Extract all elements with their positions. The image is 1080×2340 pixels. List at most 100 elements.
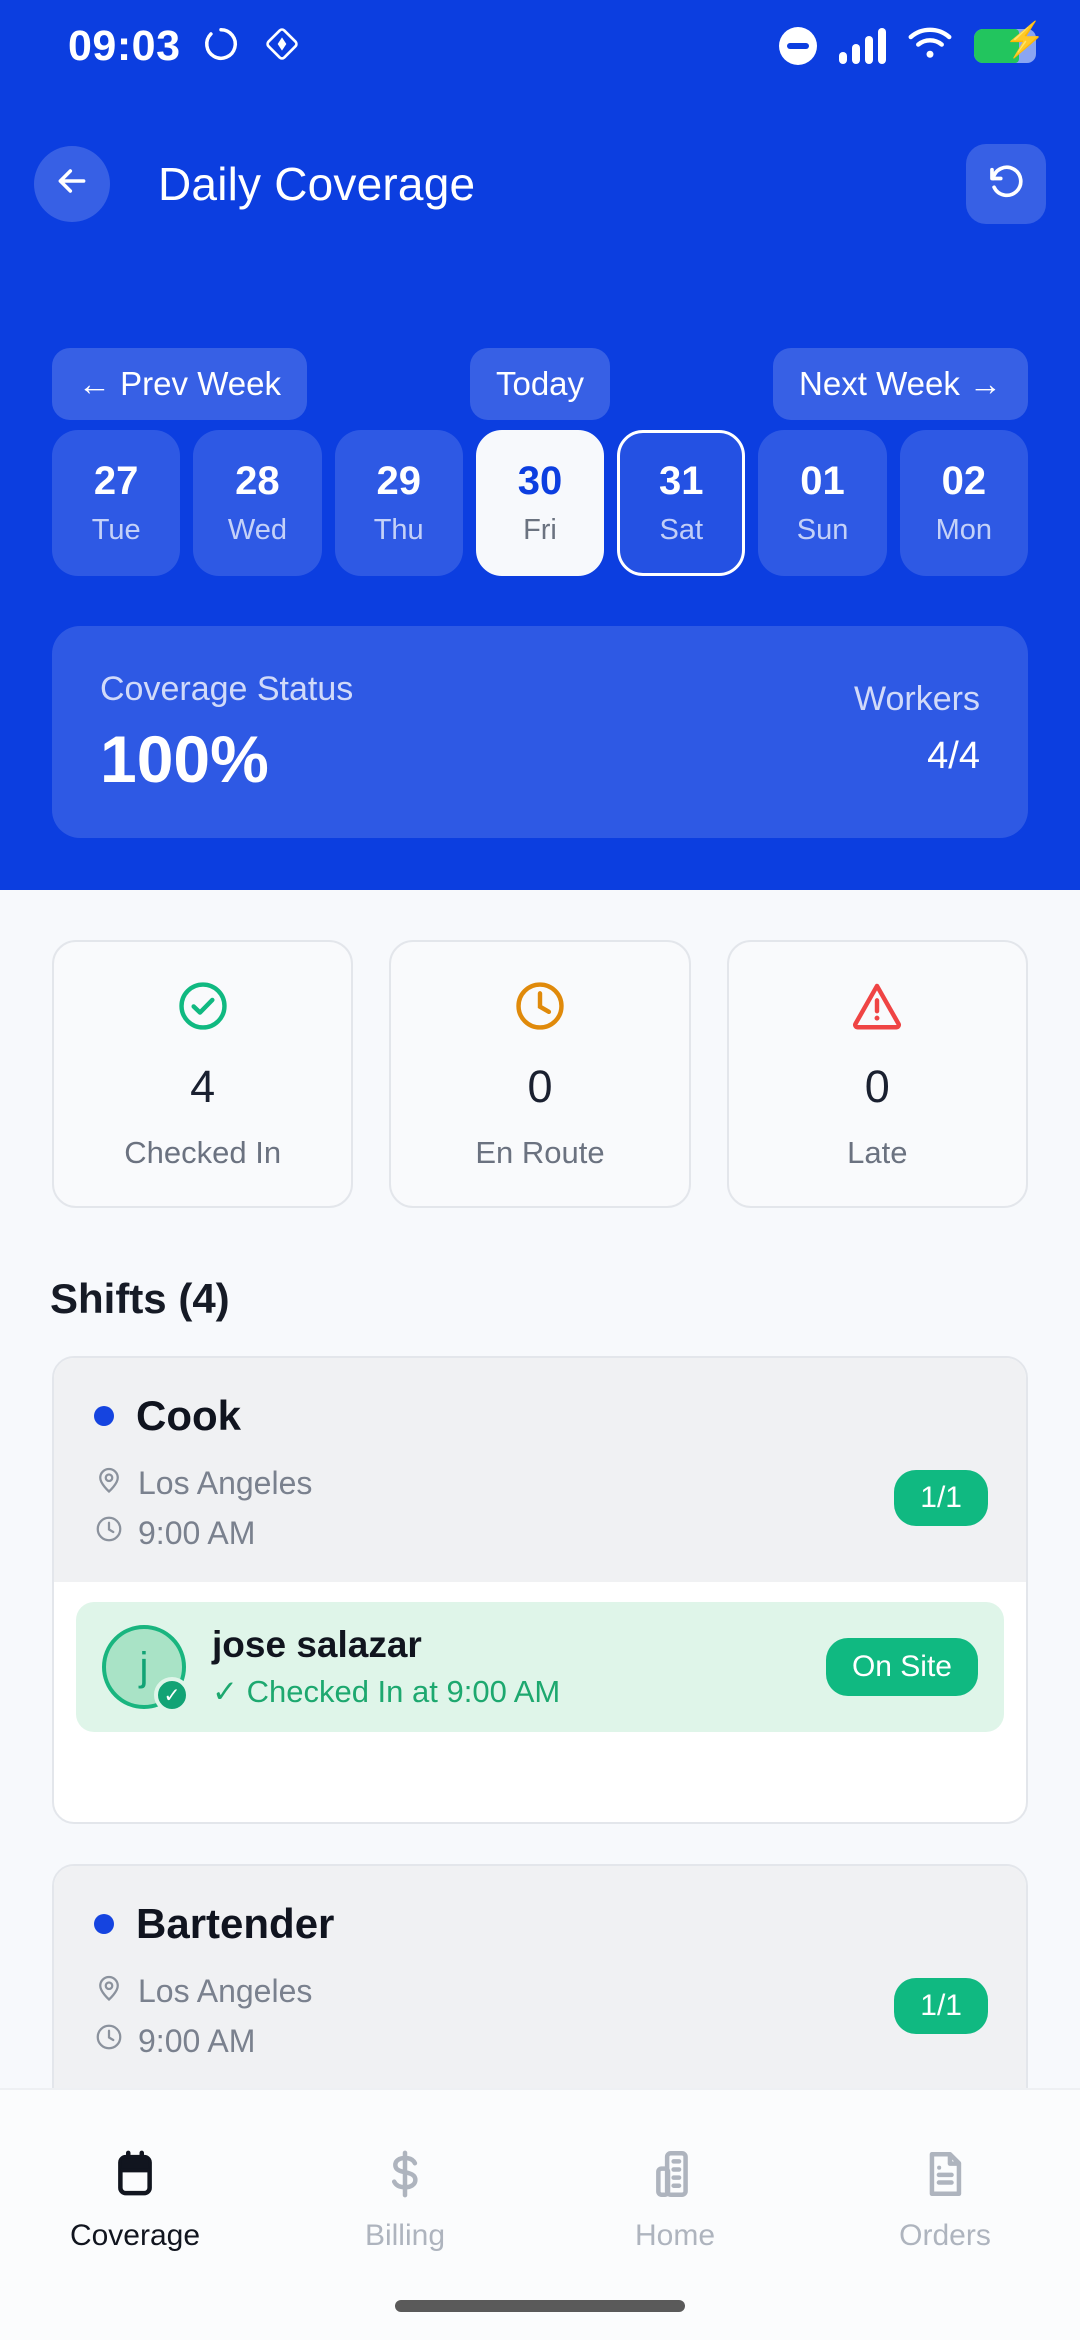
status-bar-left: 09:03 xyxy=(68,22,302,71)
nav-label: Orders xyxy=(899,2219,991,2252)
shift-workers: j ✓ jose salazar ✓ Checked In at 9:00 AM… xyxy=(54,1582,1026,1754)
refresh-icon xyxy=(985,161,1027,208)
nav-label: Home xyxy=(634,2219,716,2252)
workers-label: Workers xyxy=(854,680,980,718)
stat-value: 4 xyxy=(190,1060,216,1112)
day-cell-sat[interactable]: 31 Sat xyxy=(617,430,746,576)
day-number: 01 xyxy=(800,459,845,503)
avatar: j ✓ xyxy=(102,1625,190,1713)
day-weekday: Wed xyxy=(227,514,287,546)
stats-row: 4 Checked In 0 En Route 0 Late xyxy=(52,940,1028,1208)
check-circle-icon xyxy=(175,978,231,1039)
status-bar: 09:03 xyxy=(0,0,1080,92)
stat-card: 0 Late xyxy=(726,940,1028,1208)
shift-location: Los Angeles xyxy=(138,1972,313,2009)
shift-location-row: Los Angeles xyxy=(94,1464,986,1502)
workers-value: 4/4 xyxy=(927,735,980,777)
day-weekday: Sat xyxy=(659,514,704,546)
nav-label: Billing xyxy=(364,2219,446,2252)
shift-meta: Los Angeles 9:00 AM xyxy=(94,1464,986,1552)
coverage-status-group: Coverage Status 100% xyxy=(100,670,353,797)
prev-week-button[interactable]: ← Prev Week xyxy=(52,348,307,420)
wifi-icon xyxy=(908,27,952,66)
day-cell-wed[interactable]: 28 Wed xyxy=(193,430,322,576)
shifts-section-title: Shifts (4) xyxy=(50,1275,230,1322)
coverage-status-value: 100% xyxy=(100,722,269,796)
shift-role-name: Cook xyxy=(136,1392,241,1439)
refresh-button[interactable] xyxy=(966,144,1046,224)
shift-time: 9:00 AM xyxy=(138,2022,256,2059)
day-weekday: Thu xyxy=(373,514,424,546)
next-week-button[interactable]: Next Week → xyxy=(773,348,1028,420)
status-dot-icon xyxy=(94,1914,114,1934)
shift-count-badge: 1/1 xyxy=(894,1470,988,1526)
check-badge-icon: ✓ xyxy=(154,1677,190,1713)
stat-label: Late xyxy=(847,1134,908,1170)
warning-triangle-icon xyxy=(849,978,905,1039)
spinner-icon xyxy=(202,25,240,68)
stat-label: Checked In xyxy=(124,1134,282,1170)
workers-group: Workers 4/4 xyxy=(854,670,980,778)
shift-count-badge: 1/1 xyxy=(894,1978,988,2034)
shift-location: Los Angeles xyxy=(138,1464,313,1501)
shift-header: Cook Los Angeles xyxy=(54,1358,1026,1582)
day-number: 29 xyxy=(376,459,421,503)
document-icon xyxy=(918,2147,972,2201)
day-weekday: Fri xyxy=(523,514,557,546)
status-bar-clock: 09:03 xyxy=(68,21,181,70)
bottom-navigation: Coverage Billing Home Orders xyxy=(0,2088,1080,2288)
back-button[interactable] xyxy=(34,146,110,222)
day-cell-fri[interactable]: 30 Fri xyxy=(475,430,605,576)
stat-value: 0 xyxy=(864,1060,890,1112)
shift-card[interactable]: Cook Los Angeles xyxy=(52,1356,1028,1824)
day-cell-mon[interactable]: 02 Mon xyxy=(899,430,1028,576)
worker-row[interactable]: j ✓ jose salazar ✓ Checked In at 9:00 AM… xyxy=(76,1602,1004,1732)
battery-charging-icon: ⚡ xyxy=(974,23,1046,63)
nav-item-coverage[interactable]: Coverage xyxy=(0,2125,270,2253)
today-button[interactable]: Today xyxy=(469,348,611,420)
day-weekday: Mon xyxy=(935,514,993,546)
nav-item-home[interactable]: Home xyxy=(540,2125,810,2253)
cellular-signal-icon xyxy=(839,28,886,64)
day-number: 28 xyxy=(235,459,280,503)
stat-label: En Route xyxy=(475,1134,605,1170)
shift-role-row: Bartender xyxy=(94,1900,986,1948)
nav-item-billing[interactable]: Billing xyxy=(270,2125,540,2253)
stat-value: 0 xyxy=(527,1060,553,1112)
do-not-disturb-icon xyxy=(779,27,817,65)
clock-icon xyxy=(94,2022,124,2060)
location-pin-icon xyxy=(94,1972,124,2010)
coverage-status-label: Coverage Status xyxy=(100,670,354,708)
day-weekday: Sun xyxy=(796,514,849,546)
worker-info: jose salazar ✓ Checked In at 9:00 AM xyxy=(212,1624,800,1710)
app-bar: Daily Coverage xyxy=(0,128,1080,240)
day-cell-tue[interactable]: 27 Tue xyxy=(52,430,181,576)
shift-role-row: Cook xyxy=(94,1392,986,1440)
day-number: 30 xyxy=(517,459,563,503)
shift-location-row: Los Angeles xyxy=(94,1972,986,2010)
worker-status-badge: On Site xyxy=(825,1638,978,1696)
worker-name: jose salazar xyxy=(212,1624,422,1665)
app-diamond-icon xyxy=(262,24,302,69)
stat-card: 0 En Route xyxy=(389,940,691,1208)
day-selector: 27 Tue 28 Wed 29 Thu 30 Fri 31 Sat 01 Sun 02 Mon xyxy=(0,430,1080,576)
status-dot-icon xyxy=(94,1406,114,1426)
location-pin-icon xyxy=(94,1464,124,1502)
week-navigation: ← Prev Week Today Next Week → xyxy=(0,348,1080,420)
bottom-bar-background xyxy=(0,2088,1080,2340)
home-indicator xyxy=(395,2300,685,2312)
arrow-left-icon xyxy=(52,161,92,208)
shift-time-row: 9:00 AM xyxy=(94,1514,986,1552)
shift-role-name: Bartender xyxy=(136,1900,335,1947)
clock-icon xyxy=(94,1514,124,1552)
stat-card: 4 Checked In xyxy=(52,940,354,1208)
day-cell-thu[interactable]: 29 Thu xyxy=(334,430,463,576)
building-icon xyxy=(648,2147,702,2201)
shift-time: 9:00 AM xyxy=(138,1514,256,1551)
worker-checkin-status: ✓ Checked In at 9:00 AM xyxy=(212,1674,561,1709)
day-number: 02 xyxy=(941,459,987,503)
nav-item-orders[interactable]: Orders xyxy=(810,2125,1080,2253)
day-cell-sun[interactable]: 01 Sun xyxy=(758,430,887,576)
day-number: 27 xyxy=(93,459,139,503)
status-bar-right: ⚡ xyxy=(779,23,1046,66)
